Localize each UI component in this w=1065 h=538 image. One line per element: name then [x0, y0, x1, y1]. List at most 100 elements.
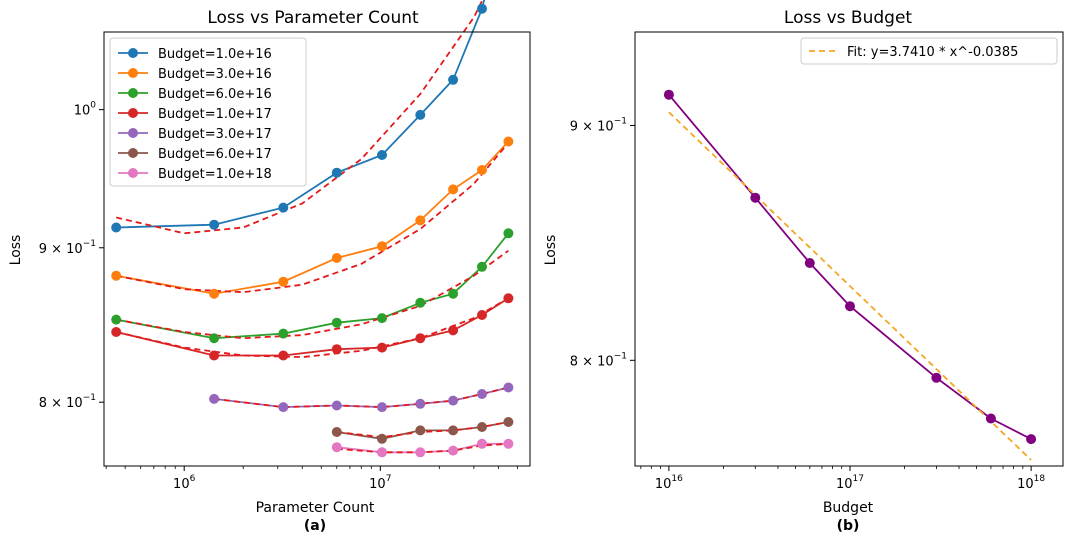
legend-item: Budget=6.0e+17 [118, 147, 272, 162]
data-point [209, 350, 220, 361]
data-point [278, 350, 289, 361]
plot-area [663, 89, 1037, 461]
legend-marker [128, 148, 138, 158]
y-tick-label: 8 × 10−1 [570, 351, 627, 369]
data-point [331, 442, 342, 453]
legend: Fit: y=3.7410 * x^-0.0385 [800, 37, 1058, 65]
x-ticks: 106 107 [105, 466, 518, 492]
data-point [377, 150, 387, 160]
fit-line [668, 111, 1032, 461]
data-point [804, 258, 815, 268]
y-tick-label: 9 × 10−1 [570, 116, 627, 134]
data-point [503, 293, 514, 304]
data-point [477, 422, 487, 432]
y-tick-label: 9 × 10−1 [39, 239, 96, 257]
data-point [278, 402, 289, 413]
x-tick-label: 107 [369, 474, 391, 492]
data-point [845, 301, 855, 312]
panel-a: Loss vs Parameter Count 106 107 100 9 × 10… [8, 0, 531, 534]
x-axis-label: Budget [823, 500, 874, 516]
data-point [377, 402, 387, 413]
data-point [477, 438, 487, 449]
axes-frame [634, 31, 1064, 467]
data-point [111, 327, 122, 337]
legend-item: Budget=1.0e+17 [118, 107, 272, 122]
panel-label: (a) [304, 518, 326, 534]
legend-label: Budget=3.0e+16 [158, 67, 272, 82]
data-point [448, 74, 459, 85]
data-point [477, 3, 487, 14]
legend-label: Budget=1.0e+18 [158, 167, 272, 182]
data-point [209, 333, 220, 344]
legend-label: Budget=1.0e+17 [158, 107, 272, 122]
data-point [448, 445, 459, 456]
data-point [448, 184, 459, 195]
legend-label: Budget=6.0e+17 [158, 147, 272, 162]
legend-item: Budget=3.0e+16 [118, 67, 272, 82]
data-point [1026, 434, 1037, 445]
series-line [668, 94, 1032, 440]
axes-frame [103, 31, 531, 467]
legend-label: Budget=3.0e+17 [158, 127, 272, 142]
data-point [477, 389, 487, 399]
fit-line [213, 386, 509, 409]
fit-line [115, 297, 509, 359]
x-tick-label: 1017 [836, 474, 864, 492]
data-point [931, 372, 942, 383]
data-point [111, 222, 122, 233]
data-point [331, 427, 342, 437]
legend-item: Budget=1.0e+16 [118, 47, 272, 62]
y-tick-label: 8 × 10−1 [39, 393, 96, 411]
fit-line [116, 249, 509, 340]
legend-marker [128, 88, 138, 98]
legend-marker [128, 168, 138, 178]
legend-marker [128, 128, 138, 138]
data-point [448, 325, 459, 336]
data-point [415, 425, 426, 436]
data-point [415, 109, 426, 120]
y-axis-label: Loss [543, 235, 559, 266]
data-point [503, 228, 514, 239]
data-point [209, 288, 220, 299]
data-point [331, 344, 342, 355]
data-point [448, 288, 459, 299]
legend: Budget=1.0e+16 Budget=3.0e+16 Budget=6.0e+… [109, 37, 307, 187]
y-ticks: 100 9 × 10−1 8 × 10−1 [39, 101, 104, 411]
x-axis-label: Parameter Count [256, 500, 375, 516]
x-tick-label: 1016 [655, 474, 683, 492]
panel-b: Loss vs Budget 1016 1017 1018 9 × 10−1 8 × … [543, 8, 1064, 534]
data-point [477, 261, 487, 272]
data-point [477, 310, 487, 320]
legend-item: Budget=6.0e+16 [118, 87, 272, 102]
panel-label: (b) [837, 518, 860, 534]
legend-label: Fit: y=3.7410 * x^-0.0385 [847, 45, 1018, 60]
y-tick-label: 100 [74, 101, 97, 119]
data-point [503, 438, 514, 449]
data-point [209, 393, 220, 404]
legend-item: Fit: y=3.7410 * x^-0.0385 [809, 45, 1018, 60]
data-point [209, 219, 220, 230]
chart-title: Loss vs Budget [784, 8, 912, 28]
data-point [377, 433, 387, 444]
data-point [331, 317, 342, 328]
data-point [415, 215, 426, 226]
data-point [415, 398, 426, 409]
data-point [750, 192, 761, 203]
legend-item: Budget=1.0e+18 [118, 167, 272, 182]
data-point [448, 425, 459, 436]
data-point [331, 400, 342, 411]
data-point [111, 270, 122, 281]
data-point [278, 328, 289, 339]
data-point [331, 167, 342, 178]
legend-item: Budget=3.0e+17 [118, 127, 272, 142]
y-ticks: 9 × 10−1 8 × 10−1 [570, 116, 635, 369]
data-point [377, 241, 387, 252]
legend-label: Budget=1.0e+16 [158, 47, 272, 62]
legend-marker [128, 68, 138, 78]
data-point [448, 395, 459, 406]
data-point [331, 253, 342, 263]
data-point [111, 314, 122, 325]
data-point [415, 447, 426, 458]
plot-area [111, 0, 514, 458]
